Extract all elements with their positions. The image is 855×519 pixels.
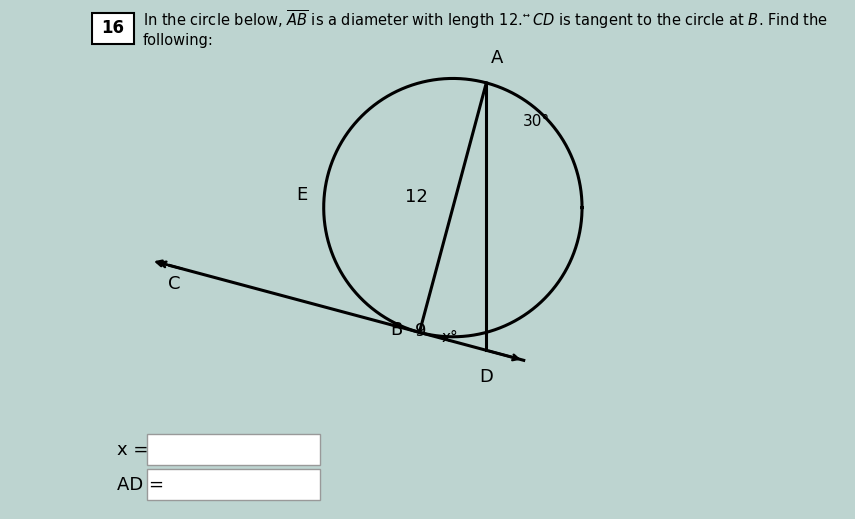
- Text: x =: x =: [117, 442, 149, 459]
- Text: 9: 9: [415, 322, 427, 340]
- Text: 12: 12: [405, 188, 428, 206]
- Text: D: D: [480, 368, 493, 386]
- FancyBboxPatch shape: [92, 12, 134, 44]
- Text: 16: 16: [102, 19, 125, 37]
- Text: In the circle below, $\overline{AB}$ is a diameter with length 12. $\overleftrig: In the circle below, $\overline{AB}$ is …: [143, 8, 828, 48]
- Text: x°: x°: [442, 330, 458, 345]
- Text: A: A: [491, 49, 503, 67]
- Text: B: B: [390, 321, 403, 339]
- FancyBboxPatch shape: [147, 434, 320, 465]
- Text: E: E: [296, 186, 307, 203]
- Text: C: C: [168, 275, 180, 293]
- Text: AD =: AD =: [117, 476, 164, 494]
- FancyBboxPatch shape: [147, 469, 320, 499]
- Text: 30°: 30°: [522, 114, 550, 129]
